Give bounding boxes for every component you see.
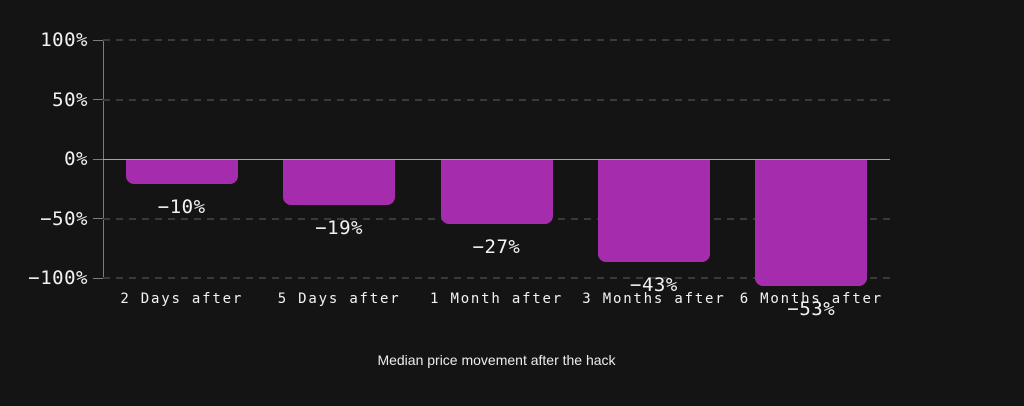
bar-4 [597,160,710,263]
bar-value-label: −27% [472,236,521,259]
y-tick-label: 50% [52,88,88,111]
y-tick-label: 100% [40,29,88,51]
x-axis-category-label: 1 Month after [430,291,563,307]
y-tick-mark [93,158,103,160]
y-tick-label: −50% [40,207,88,230]
bar-1 [125,160,238,184]
bar-value-label: −43% [630,274,678,297]
bar-5 [755,160,868,287]
bar-value-label: −53% [787,298,836,321]
y-tick-label: 0% [64,148,88,170]
bar-3 [440,160,553,225]
y-tick-mark [93,277,103,279]
x-axis-category-label: 5 Days after [277,291,401,307]
y-tick-mark [93,218,103,219]
y-tick-mark [93,99,103,100]
bar-2 [283,160,396,206]
bar-value-label: −10% [157,195,206,218]
zero-gridline [103,158,890,160]
y-tick-mark [93,39,103,41]
dashed-gridline [103,277,890,279]
x-axis-category-label: 2 Days after [120,291,244,307]
x-axis-category-label: 6 Months after [739,291,883,307]
dashed-gridline [103,39,890,41]
dashed-gridline [103,98,890,101]
chart-caption: Median price movement after the hack [377,352,616,368]
bar-value-label: −19% [315,217,363,240]
plot-area: 100% 50% 0% −50% −100% −10% 2 Days after −19% 5 … [28,29,890,320]
y-tick-label: −100% [28,267,88,289]
x-axis-category-label: 3 Months after [582,291,726,307]
